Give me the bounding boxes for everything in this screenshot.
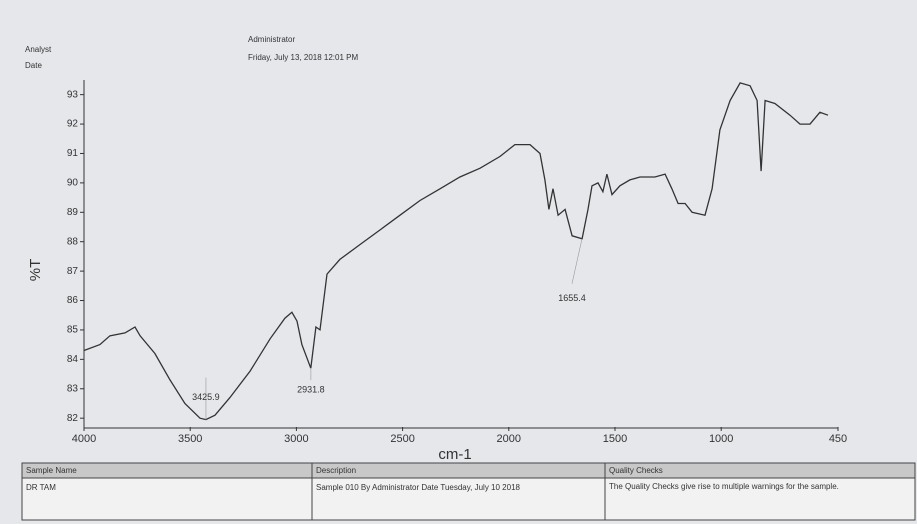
y-tick-label: 89: [67, 207, 79, 218]
x-tick-label: 1000: [709, 433, 733, 445]
x-axis-label: cm-1: [438, 446, 471, 463]
y-tick-label: 88: [67, 236, 79, 247]
table-cell: DR TAM: [26, 483, 56, 492]
y-tick-label: 82: [67, 413, 79, 424]
y-tick-label: 87: [67, 266, 79, 277]
table-header-cell: Description: [316, 466, 356, 475]
y-tick-label: 86: [67, 295, 79, 306]
y-tick-label: 85: [67, 325, 79, 336]
x-tick-label: 1500: [603, 433, 627, 445]
analyst-label: Analyst: [25, 45, 52, 54]
table-cell-wrap: The Quality Checks give rise to multiple…: [609, 482, 839, 491]
table-header-cell: Quality Checks: [609, 466, 663, 475]
table-cell: The Quality Checks give rise to multiple…: [609, 482, 839, 491]
table-header: [21, 462, 916, 479]
analyst: Administrator: [248, 35, 295, 44]
y-tick-label: 92: [67, 119, 79, 130]
x-tick-label: 3500: [178, 433, 202, 445]
date-label: Date: [25, 61, 42, 70]
x-tick-label: 2000: [497, 433, 521, 445]
x-tick-label: 4000: [72, 433, 96, 445]
y-tick-label: 93: [67, 89, 79, 100]
y-tick-label: 91: [67, 148, 79, 159]
annotation: 3425.9: [192, 392, 220, 402]
y-axis-label: %T: [27, 259, 44, 282]
spectrum-line: [83, 82, 829, 421]
annotation: 2931.8: [297, 385, 325, 395]
y-tick-label: 90: [67, 178, 79, 189]
annotation-leader: [571, 238, 583, 284]
x-tick-label: 2500: [390, 433, 414, 445]
date: Friday, July 13, 2018 12:01 PM: [248, 53, 358, 62]
y-tick-label: 84: [67, 354, 79, 365]
annotation: 1655.4: [558, 293, 586, 303]
y-tick-label: 83: [67, 383, 79, 394]
table-cell: Sample 010 By Administrator Date Tuesday…: [316, 483, 521, 492]
x-tick-label: 3000: [284, 433, 308, 445]
table-header-cell: Sample Name: [26, 466, 77, 475]
x-tick-label: 450: [829, 433, 847, 445]
